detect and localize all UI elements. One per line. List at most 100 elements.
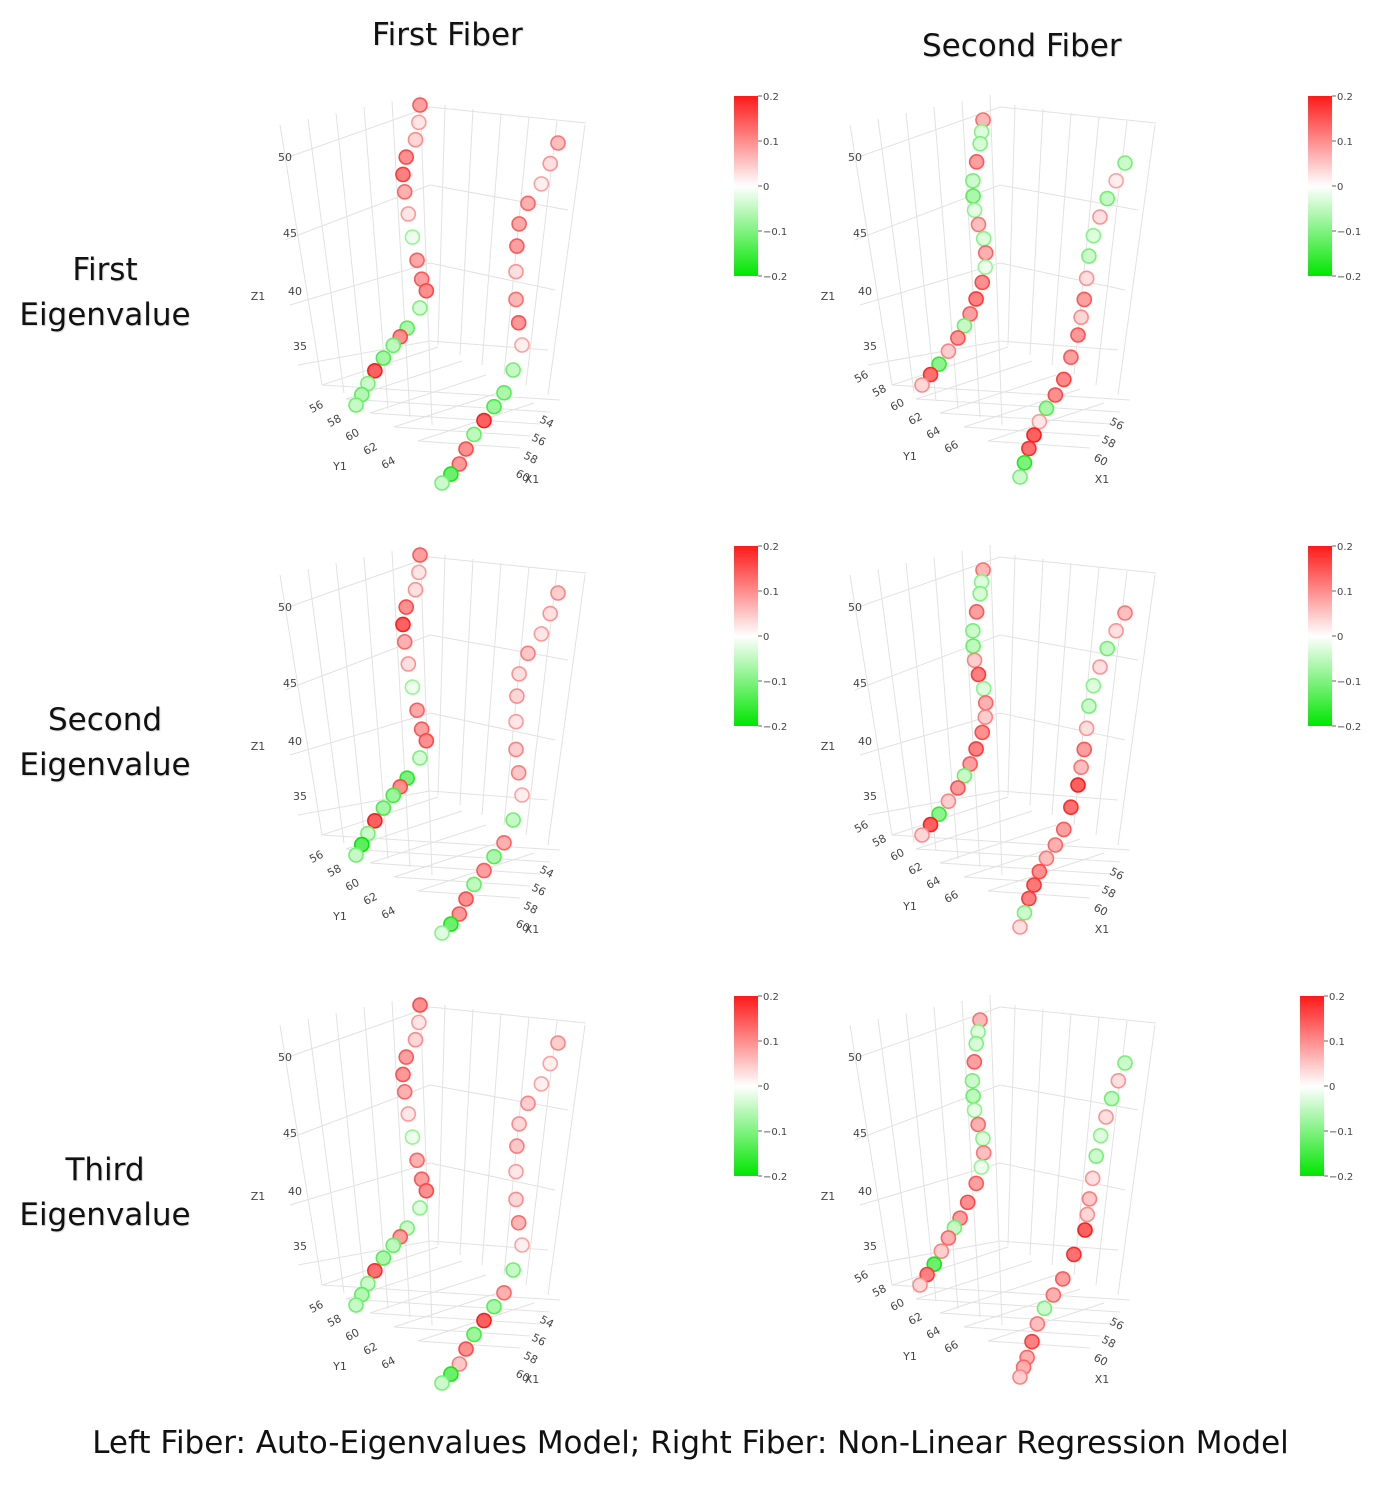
data-point: [1031, 863, 1048, 880]
grid-3d: [849, 994, 1157, 1349]
data-point: [1054, 1271, 1071, 1287]
grid-3d: [279, 544, 587, 899]
data-point: [511, 216, 527, 232]
z-axis-title: Z1: [251, 740, 266, 753]
z-axis-title: Z1: [251, 290, 266, 303]
data-point: [970, 1116, 986, 1133]
data-point: [409, 252, 425, 269]
z-axis-title: Z1: [821, 1190, 836, 1203]
z-tick-label: 45: [853, 1127, 867, 1140]
colorbar-tick-label: −0.2: [763, 722, 787, 733]
x-axis-title: X1: [525, 1373, 540, 1386]
data-point: [412, 300, 428, 316]
colorbar-tick-label: −0.2: [763, 1172, 787, 1183]
colorbar-tick-label: 0: [763, 182, 769, 193]
grid-3d: [279, 994, 587, 1349]
data-point: [1117, 1055, 1133, 1071]
data-point: [965, 188, 981, 204]
data-point: [476, 1312, 492, 1329]
data-point: [434, 1375, 450, 1391]
data-point: [508, 1191, 524, 1208]
y-tick-label: 62: [361, 1340, 379, 1358]
data-point: [496, 384, 512, 401]
data-point: [451, 456, 468, 472]
data-point: [466, 876, 482, 893]
data-point: [1088, 1148, 1105, 1164]
data-point: [407, 1031, 424, 1048]
y-tick-label: 60: [343, 1326, 361, 1344]
y-tick-label: 64: [924, 424, 942, 442]
y-tick-label: 58: [870, 382, 888, 400]
data-point: [409, 702, 425, 719]
data-point: [396, 184, 413, 200]
data-point: [542, 1055, 559, 1072]
y-tick-label: 62: [906, 410, 924, 428]
data-point: [1047, 837, 1064, 853]
row-label-second-eigenvalue: Second Eigenvalue: [10, 698, 200, 788]
z-tick-label: 35: [863, 790, 877, 803]
data-point: [533, 176, 550, 192]
data-point: [931, 356, 947, 372]
data-point: [375, 350, 392, 366]
z-tick-label: 35: [293, 790, 307, 803]
y-tick-label: 62: [906, 1310, 924, 1328]
data-point: [1099, 190, 1116, 207]
data-point: [970, 216, 987, 233]
data-point: [964, 1072, 981, 1089]
x-tick-label: 60: [513, 467, 531, 485]
data-point: [348, 847, 364, 863]
colorbar-tick-label: 0.2: [763, 992, 779, 1003]
data-point: [434, 475, 450, 491]
x-axis-title: X1: [525, 473, 540, 486]
data-point: [409, 1152, 425, 1169]
data-point: [411, 1014, 427, 1031]
x-tick-label: 60: [1091, 901, 1109, 919]
data-point: [407, 581, 424, 598]
data-point: [508, 263, 524, 280]
data-point: [1073, 759, 1089, 776]
data-point: [367, 812, 383, 829]
row-label-first-eigenvalue: First Eigenvalue: [10, 248, 200, 338]
data-point: [1024, 1333, 1040, 1350]
z-tick-label: 40: [858, 1185, 872, 1198]
data-point: [1055, 371, 1072, 388]
x-tick-label: 58: [1099, 1333, 1117, 1351]
z-tick-label: 50: [848, 601, 862, 614]
data-point: [956, 767, 973, 784]
column-header-first-fiber: First Fiber: [372, 17, 523, 53]
data-point: [968, 154, 985, 170]
row-label-line2: Eigenvalue: [19, 1197, 191, 1233]
data-point: [550, 1035, 566, 1051]
data-point: [404, 1129, 421, 1145]
colorbar-tick-label: −0.1: [763, 677, 787, 688]
x-tick-label: 54: [537, 863, 555, 881]
y-tick-label: 64: [379, 1354, 397, 1372]
data-point: [1108, 172, 1124, 189]
y-tick-label: 60: [343, 426, 361, 444]
z-tick-label: 35: [293, 340, 307, 353]
data-point: [977, 245, 994, 261]
scatter-panel-third-eigenvalue-first-fiber: 35404550Z15658606264Y154565860X10.20.10−…: [251, 992, 787, 1391]
data-point: [412, 1200, 428, 1216]
data-point: [375, 800, 392, 816]
data-point: [514, 787, 530, 803]
data-point: [348, 1297, 364, 1313]
data-point: [508, 1163, 524, 1180]
z-tick-label: 50: [278, 601, 292, 614]
data-point: [476, 862, 492, 879]
data-point: [510, 314, 527, 331]
data-point: [496, 834, 512, 851]
data-point: [977, 259, 994, 275]
data-point: [975, 1145, 992, 1161]
data-point: [511, 1116, 527, 1132]
data-point: [508, 291, 524, 308]
y-tick-label: 56: [307, 398, 325, 416]
data-point: [926, 1256, 943, 1272]
data-point: [977, 709, 994, 725]
data-point: [458, 891, 474, 907]
data-point: [466, 1326, 482, 1343]
data-point: [505, 1262, 521, 1278]
y-axis-title: Y1: [332, 910, 347, 923]
data-point: [395, 166, 411, 183]
data-point: [398, 149, 415, 165]
